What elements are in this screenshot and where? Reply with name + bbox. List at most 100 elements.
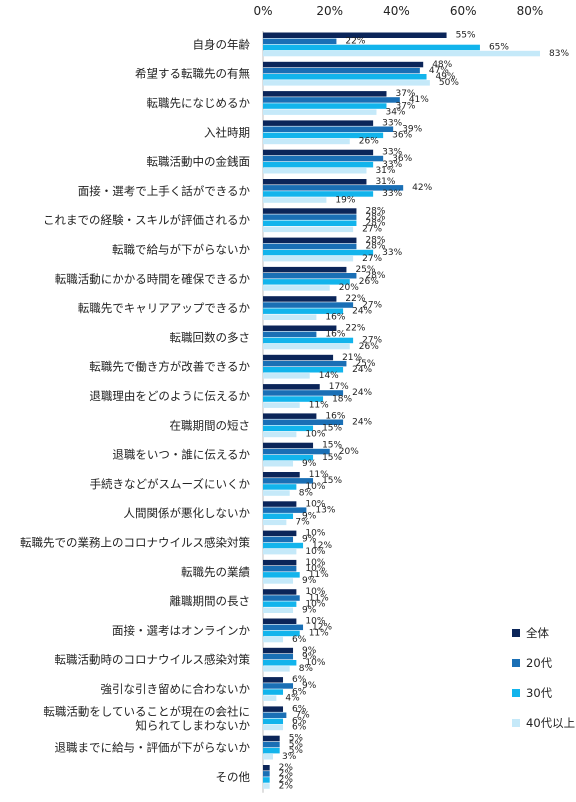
data-label: 22% [345, 37, 365, 47]
data-label: 50% [439, 78, 459, 88]
legend-swatch [512, 689, 520, 697]
data-label: 20% [339, 283, 359, 293]
bar [263, 343, 350, 350]
bar [263, 103, 387, 109]
category-label: 転職先での業務上のコロナウイルス感染対策 [20, 536, 250, 550]
bar [263, 484, 297, 490]
bar [263, 214, 357, 220]
data-label: 7% [295, 518, 310, 528]
data-label: 48% [432, 60, 452, 70]
data-label: 8% [299, 664, 314, 674]
data-label: 9% [302, 535, 317, 545]
data-label: 55% [456, 31, 476, 41]
bar [263, 431, 297, 438]
category-label: 転職活動中の金銭面 [147, 155, 251, 169]
category-label: その他 [216, 770, 251, 784]
bar [263, 601, 297, 607]
x-tick-label: 0% [253, 4, 272, 18]
bar [263, 354, 334, 361]
bar [263, 325, 337, 331]
bar [263, 683, 294, 689]
data-label: 17% [329, 382, 349, 392]
data-label: 10% [305, 547, 325, 557]
data-label: 8% [299, 488, 314, 498]
data-label: 10% [305, 658, 325, 668]
legend-swatch [512, 659, 520, 667]
bar [263, 67, 420, 74]
data-label: 14% [319, 371, 339, 381]
data-label: 31% [375, 177, 395, 187]
bar [263, 718, 284, 725]
category-label: 転職で給与が下がらないか [112, 243, 250, 257]
bar [263, 783, 270, 789]
category-label: 転職先でキャリアアップできるか [78, 301, 251, 315]
data-label: 36% [392, 131, 412, 141]
bar [263, 279, 350, 285]
data-label: 10% [305, 599, 325, 609]
data-label: 12% [312, 541, 332, 551]
bar [263, 712, 287, 718]
bar [263, 179, 367, 185]
bar [263, 226, 354, 233]
bar [263, 296, 337, 302]
data-label: 6% [292, 723, 307, 733]
bar [263, 109, 377, 115]
bar [263, 566, 297, 572]
category-label: 人間関係が悪化しないか [124, 506, 251, 520]
data-label: 26% [359, 277, 379, 287]
category-label: 知られてしまわないか [135, 718, 250, 732]
data-label: 28% [365, 206, 385, 216]
x-tick-label: 20% [316, 4, 343, 18]
data-label: 9% [302, 576, 317, 586]
bar [263, 138, 350, 145]
data-label: 15% [322, 453, 342, 463]
data-label: 19% [335, 195, 355, 205]
bar [263, 607, 294, 613]
data-label: 34% [385, 107, 405, 117]
data-label: 16% [325, 330, 345, 340]
data-label: 5% [289, 740, 304, 750]
bar [263, 149, 374, 156]
category-label: 転職回数の多さ [170, 330, 251, 344]
bar [263, 595, 300, 601]
bar [263, 754, 274, 760]
bar [263, 695, 277, 701]
data-label: 4% [285, 693, 300, 703]
data-label: 3% [282, 752, 297, 762]
data-label: 11% [309, 470, 329, 480]
bar [263, 706, 284, 712]
x-tick-label: 60% [450, 4, 477, 18]
bar [263, 677, 284, 683]
bar [263, 666, 290, 672]
data-label: 16% [325, 411, 345, 421]
data-label: 27% [362, 336, 382, 346]
data-label: 22% [345, 294, 365, 304]
bar [263, 220, 357, 226]
data-label: 7% [295, 711, 310, 721]
data-label: 27% [362, 254, 382, 264]
bar [263, 530, 297, 537]
data-label: 28% [365, 219, 385, 229]
bar [263, 402, 300, 408]
bar [263, 249, 374, 256]
data-label: 36% [392, 154, 412, 164]
bar [263, 618, 297, 624]
data-label: 13% [315, 505, 335, 515]
bar [263, 660, 297, 666]
category-label: 希望する転職先の有無 [135, 67, 250, 81]
data-label: 9% [302, 681, 317, 691]
data-label: 83% [549, 49, 569, 59]
bar [263, 559, 297, 566]
bar [263, 442, 314, 449]
data-label: 9% [302, 606, 317, 616]
data-label: 25% [355, 359, 375, 369]
category-label: 転職活動をしていることが現在の会社に [43, 704, 250, 718]
x-tick-label: 80% [517, 4, 544, 18]
bar [263, 237, 357, 244]
category-label: 転職先になじめるか [147, 96, 251, 110]
data-label: 15% [322, 424, 342, 434]
data-label: 15% [322, 476, 342, 486]
category-label: 転職活動にかかる時間を確保できるか [55, 272, 251, 286]
data-label: 26% [359, 342, 379, 352]
